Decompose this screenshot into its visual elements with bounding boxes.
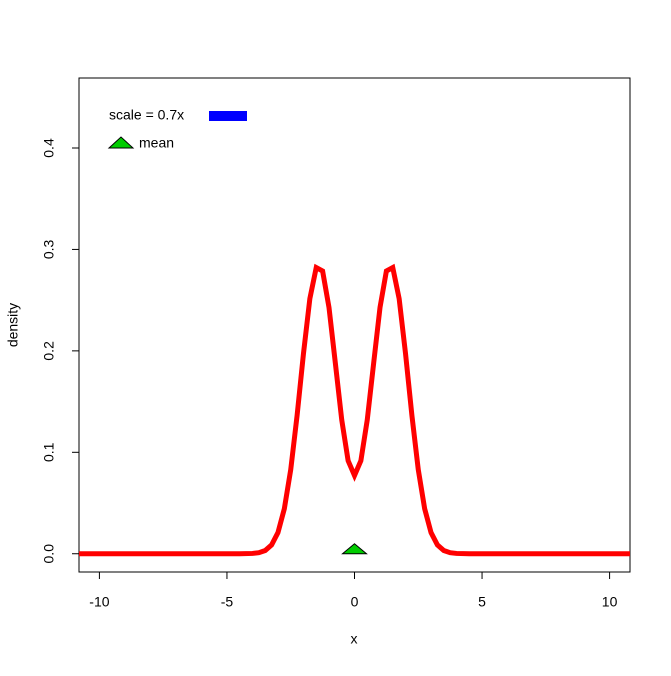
density-line (79, 263, 630, 557)
legend-key (209, 111, 247, 121)
plot-frame (78, 77, 631, 573)
legend-label: mean (139, 135, 174, 151)
x-tick-label: -10 (89, 594, 109, 610)
x-tick-label: 10 (602, 594, 618, 610)
y-tick-label: 0.1 (41, 442, 57, 462)
x-tick-label: 0 (351, 594, 359, 610)
y-axis-label: density (5, 303, 21, 347)
mean-marker (341, 543, 368, 555)
y-tick-label: 0.3 (41, 239, 57, 259)
legend-label: scale = 0.7x (109, 107, 184, 123)
x-axis-label: x (351, 631, 358, 647)
legend-key (107, 136, 135, 149)
y-tick-label: 0.4 (41, 138, 57, 158)
y-tick-label: 0.2 (41, 341, 57, 361)
x-tick-label: 5 (478, 594, 486, 610)
y-tick-label: 0.0 (41, 544, 57, 564)
x-tick-label: -5 (221, 594, 234, 610)
